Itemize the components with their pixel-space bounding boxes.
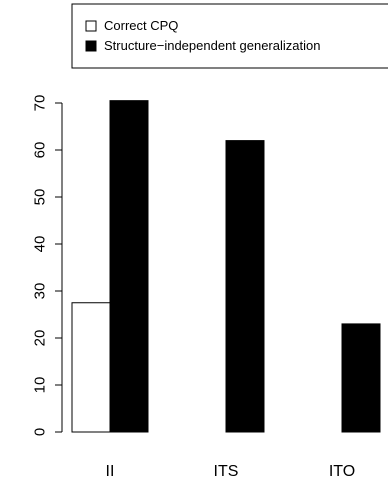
legend-label-structure-independent: Structure−independent generalization bbox=[104, 38, 320, 53]
y-tick-label: 50 bbox=[32, 189, 49, 206]
x-category-label: ITS bbox=[214, 463, 239, 479]
bar-ii-series-1 bbox=[71, 302, 111, 433]
y-tick-label: 0 bbox=[32, 428, 49, 436]
y-tick-label: 30 bbox=[32, 283, 49, 300]
bar-ii-series-2 bbox=[109, 100, 149, 433]
legend: Correct CPQ Structure−independent genera… bbox=[71, 3, 388, 69]
bars bbox=[71, 100, 381, 433]
y-tick-label: 20 bbox=[32, 330, 49, 347]
x-axis-labels: II ITS ITO bbox=[106, 463, 356, 479]
bar-its-series-2 bbox=[225, 140, 265, 433]
y-tick-label: 60 bbox=[32, 142, 49, 159]
y-tick-label: 40 bbox=[32, 236, 49, 253]
y-axis: 0 10 20 30 40 50 60 70 bbox=[32, 95, 63, 436]
x-category-label: ITO bbox=[329, 463, 355, 479]
y-tick-label: 10 bbox=[32, 377, 49, 394]
bar-ito-series-2 bbox=[341, 323, 381, 433]
legend-swatch-structure-independent bbox=[85, 40, 97, 52]
legend-swatch-correct-cpq bbox=[85, 20, 97, 32]
legend-box bbox=[71, 3, 388, 69]
y-tick-label: 70 bbox=[32, 95, 49, 112]
x-category-label: II bbox=[106, 463, 115, 479]
legend-label-correct-cpq: Correct CPQ bbox=[104, 18, 178, 33]
